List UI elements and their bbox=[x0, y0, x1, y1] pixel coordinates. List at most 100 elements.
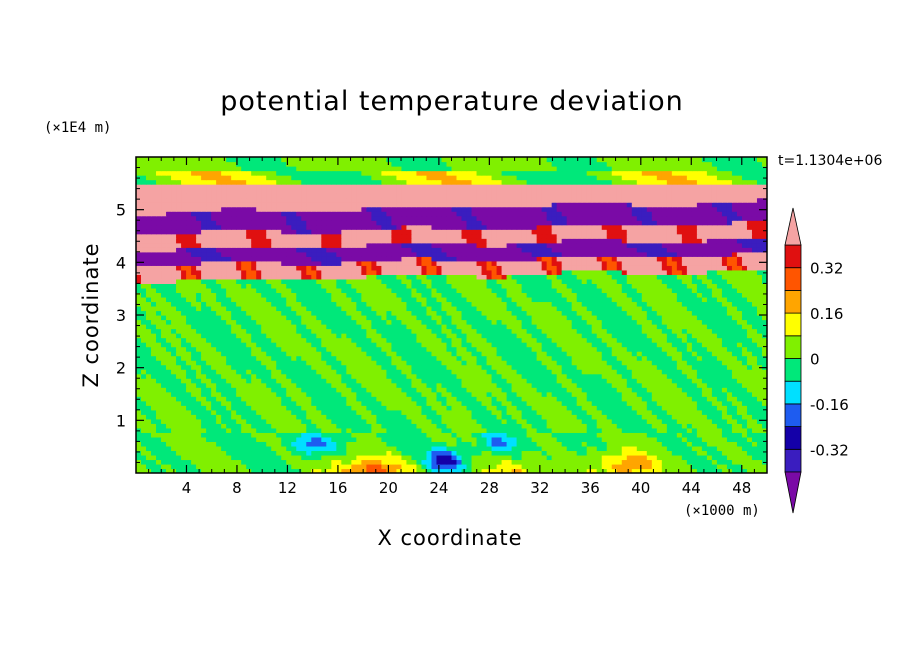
field-cell bbox=[266, 387, 272, 393]
field-cell bbox=[521, 423, 528, 429]
field-cell bbox=[626, 387, 633, 393]
field-cell bbox=[546, 432, 553, 438]
field-cell bbox=[586, 396, 593, 402]
field-cell bbox=[636, 387, 643, 393]
field-cell bbox=[431, 315, 438, 321]
field-cell bbox=[166, 427, 172, 433]
field-cell bbox=[636, 364, 643, 370]
field-cell bbox=[141, 391, 147, 397]
field-cell bbox=[286, 319, 292, 325]
field-cell bbox=[686, 423, 693, 429]
field-cell bbox=[466, 360, 473, 366]
field-cell bbox=[361, 414, 367, 420]
field-cell bbox=[251, 382, 257, 388]
field-cell bbox=[306, 337, 312, 343]
field-cell bbox=[461, 441, 468, 447]
field-cell bbox=[331, 328, 337, 334]
field-cell bbox=[456, 364, 463, 370]
field-cell bbox=[446, 310, 453, 316]
field-cell bbox=[186, 364, 192, 370]
field-cell bbox=[336, 337, 342, 343]
field-cell bbox=[241, 396, 247, 402]
field-cell bbox=[451, 333, 458, 339]
field-cell bbox=[496, 400, 503, 406]
field-cell bbox=[271, 315, 277, 321]
field-cell bbox=[741, 436, 748, 442]
field-cell bbox=[366, 315, 372, 321]
field-cell bbox=[141, 337, 147, 343]
field-cell bbox=[281, 301, 287, 307]
field-cell bbox=[141, 414, 147, 420]
field-cell bbox=[176, 315, 182, 321]
field-cell bbox=[701, 391, 708, 397]
field-cell bbox=[671, 427, 678, 433]
field-cell bbox=[691, 468, 698, 473]
field-cell bbox=[161, 337, 167, 343]
field-cell bbox=[301, 305, 307, 312]
field-cell bbox=[741, 360, 748, 366]
field-cell bbox=[686, 324, 693, 330]
field-cell bbox=[751, 364, 758, 370]
field-cell bbox=[611, 454, 618, 461]
field-cell bbox=[461, 369, 468, 375]
field-cell bbox=[221, 342, 227, 348]
field-cell bbox=[736, 427, 743, 433]
field-cell bbox=[211, 468, 217, 473]
field-cell bbox=[341, 378, 347, 384]
field-cell bbox=[171, 337, 177, 343]
field-cell bbox=[696, 463, 703, 470]
field-cell bbox=[451, 360, 458, 366]
field-cell bbox=[206, 396, 212, 402]
field-cell bbox=[631, 355, 638, 361]
field-cell bbox=[581, 333, 588, 339]
field-cell bbox=[541, 459, 548, 465]
field-cell bbox=[691, 418, 698, 424]
field-cell bbox=[526, 387, 533, 393]
field-cell bbox=[566, 310, 573, 316]
field-cell bbox=[246, 378, 252, 384]
field-cell bbox=[491, 445, 498, 452]
field-cell bbox=[261, 315, 267, 321]
field-cell bbox=[351, 409, 357, 415]
field-cell bbox=[651, 364, 658, 370]
field-cell bbox=[471, 315, 478, 321]
field-cell bbox=[196, 391, 202, 397]
field-cell bbox=[306, 315, 312, 321]
field-cell bbox=[336, 360, 342, 366]
field-cell bbox=[356, 450, 362, 456]
field-cell bbox=[346, 315, 352, 321]
field-cell bbox=[166, 364, 172, 370]
field-cell bbox=[651, 441, 658, 447]
field-cell bbox=[676, 319, 683, 325]
field-cell bbox=[286, 346, 292, 352]
field-cell bbox=[646, 360, 653, 366]
field-cell bbox=[761, 423, 767, 429]
field-cell bbox=[386, 409, 393, 415]
field-cell bbox=[436, 450, 443, 456]
field-cell bbox=[321, 315, 327, 321]
field-cell bbox=[401, 432, 408, 438]
field-cell bbox=[531, 414, 538, 420]
field-cell bbox=[646, 436, 653, 442]
field-cell bbox=[756, 396, 763, 402]
field-cell bbox=[541, 468, 548, 473]
field-cell bbox=[526, 315, 533, 321]
field-cell bbox=[186, 310, 192, 316]
field-cell bbox=[746, 432, 753, 438]
field-cell bbox=[666, 296, 673, 303]
field-cell bbox=[276, 423, 282, 429]
field-cell bbox=[321, 351, 327, 357]
field-cell bbox=[311, 405, 317, 411]
field-cell bbox=[531, 450, 538, 456]
field-cell bbox=[576, 373, 583, 379]
field-cell bbox=[721, 436, 728, 442]
field-cell bbox=[201, 342, 207, 348]
field-cell bbox=[331, 405, 337, 411]
field-cell bbox=[526, 355, 533, 361]
field-cell bbox=[146, 355, 152, 361]
field-cell bbox=[411, 436, 418, 442]
field-cell bbox=[746, 337, 753, 343]
field-cell bbox=[181, 454, 187, 461]
field-cell bbox=[616, 396, 623, 402]
